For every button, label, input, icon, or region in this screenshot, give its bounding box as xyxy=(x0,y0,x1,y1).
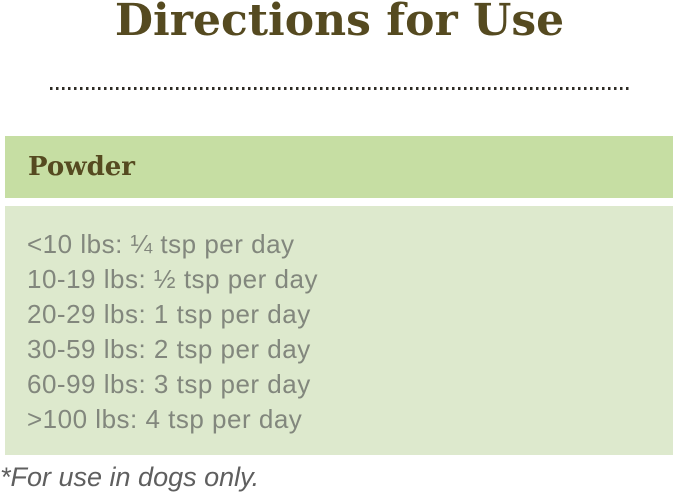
dotted-divider xyxy=(50,87,631,90)
dosage-row-60-99lbs: 60-99 lbs: 3 tsp per day xyxy=(27,369,311,399)
dosage-panel: <10 lbs: ¼ tsp per day 10-19 lbs: ½ tsp … xyxy=(5,206,673,455)
page-title: Directions for Use xyxy=(114,0,565,46)
dosage-row-under-10lbs: <10 lbs: ¼ tsp per day xyxy=(27,229,295,259)
dosage-row-10-19lbs: 10-19 lbs: ½ tsp per day xyxy=(27,264,318,294)
dosage-row-20-29lbs: 20-29 lbs: 1 tsp per day xyxy=(27,299,311,329)
dosage-row-over-100lbs: >100 lbs: 4 tsp per day xyxy=(27,404,303,434)
dosage-row-30-59lbs: 30-59 lbs: 2 tsp per day xyxy=(27,334,311,364)
powder-section-header: Powder xyxy=(5,136,673,198)
powder-section-title: Powder xyxy=(28,152,135,182)
footnote-dogs-only: *For use in dogs only. xyxy=(0,462,260,492)
